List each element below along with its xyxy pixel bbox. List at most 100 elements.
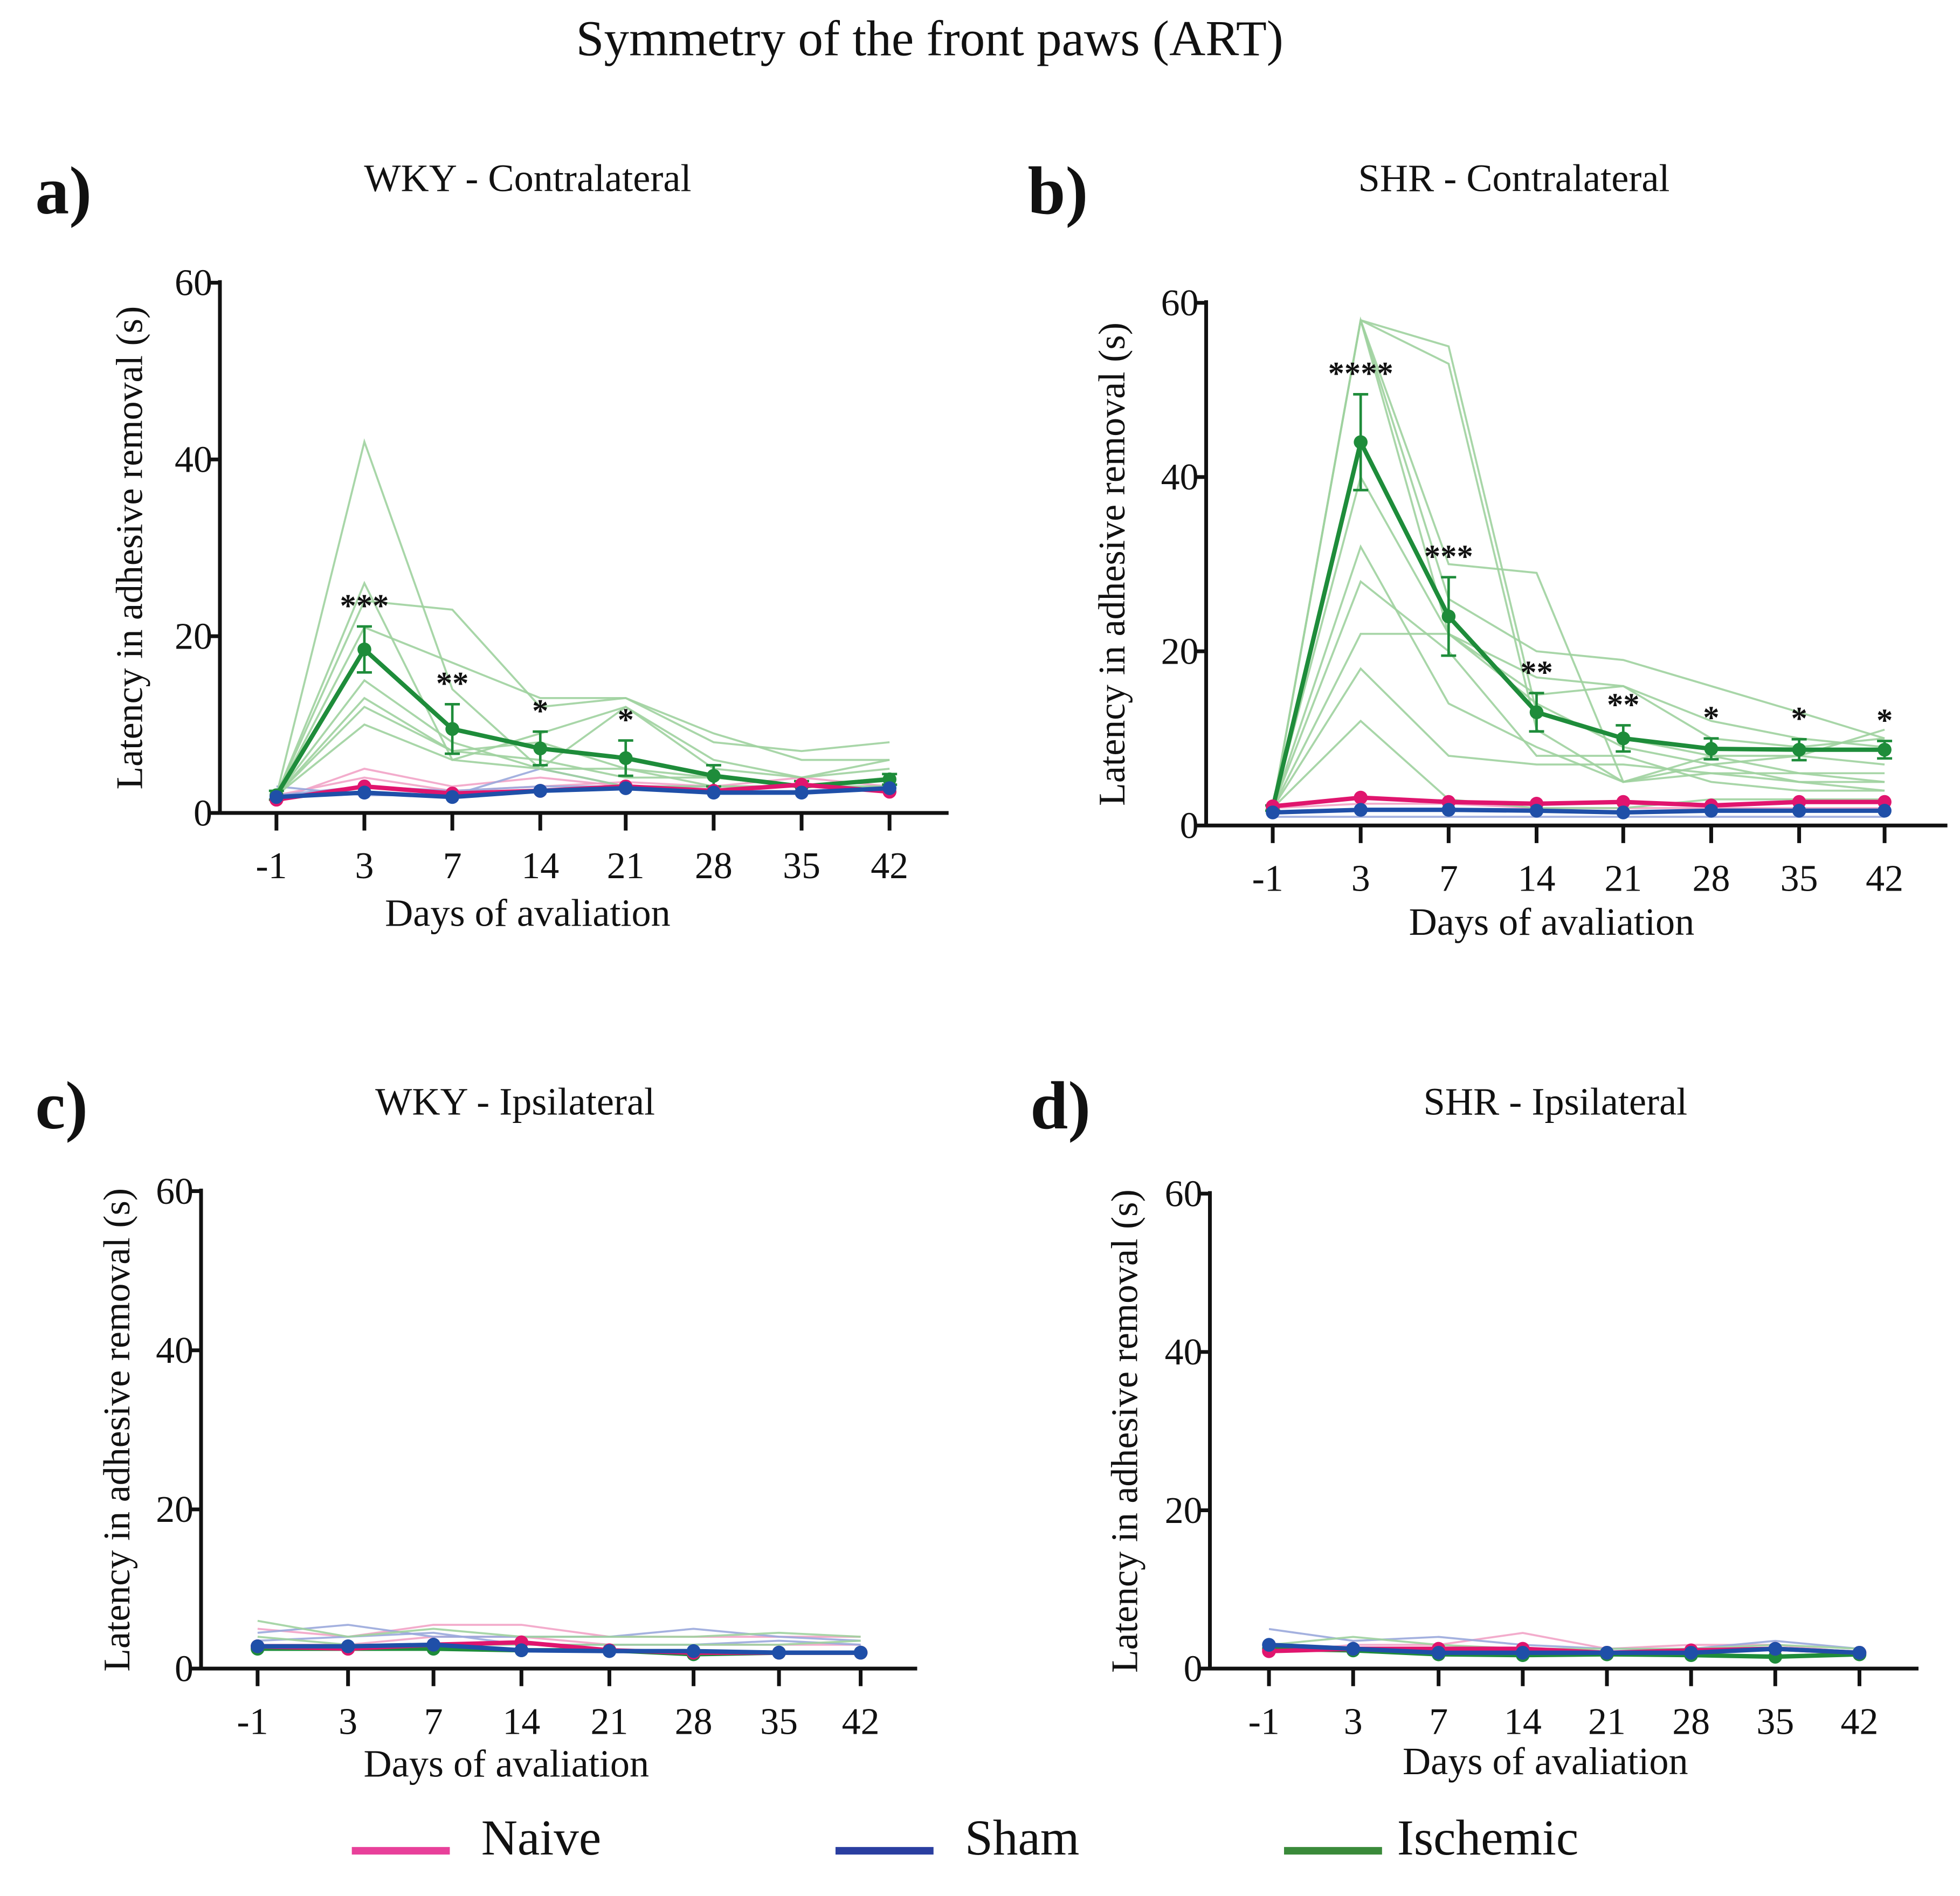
y-tick-label: 40: [156, 1330, 194, 1371]
ischemic-mean-point: [1616, 731, 1631, 746]
ischemic-individual-line: [275, 599, 890, 796]
ischemic-individual-line: [1272, 580, 1885, 809]
x-axis-label: Days of avaliation: [385, 892, 671, 935]
y-tick-label: 60: [175, 263, 212, 304]
ischemic-mean-point: [533, 741, 548, 756]
ischemic-individual-line: [275, 581, 890, 796]
sham-mean-line: [276, 785, 890, 799]
sham-mean-point: [1441, 803, 1456, 817]
sham-mean-point: [1354, 803, 1368, 817]
legend-label-naive: Naive: [481, 1810, 602, 1866]
legend: Naive Sham Ischemic: [351, 1810, 1578, 1866]
x-tick-label: 42: [842, 1701, 880, 1742]
sham-mean-point: [1768, 1642, 1783, 1656]
x-tick-label: 14: [1518, 858, 1556, 899]
significance-marker: *: [1791, 701, 1807, 737]
x-tick-label: 21: [1588, 1701, 1626, 1742]
significance-marker: ***: [1424, 539, 1473, 575]
panel-c: c) WKY - Ipsilateral Latency in adhesive r…: [35, 1068, 917, 1785]
sham-mean-point: [1529, 803, 1544, 818]
sham-mean-point: [357, 785, 371, 800]
panel-title: WKY - Contralateral: [364, 156, 691, 199]
sham-mean-point: [1616, 805, 1631, 819]
y-tick-label: 0: [1180, 805, 1199, 847]
sham-mean-line: [1272, 808, 1885, 815]
y-axis-label: Latency in adhesive removal (s): [109, 306, 150, 790]
panel-b: b) SHR - Contralateral Latency in adhesive…: [1028, 154, 1948, 943]
sham-mean-point: [1852, 1645, 1867, 1660]
significance-marker: **: [1607, 687, 1640, 723]
y-tick-label: 60: [1161, 282, 1199, 324]
sham-mean-point: [269, 790, 284, 804]
x-tick-label: 3: [1344, 1701, 1363, 1742]
x-tick-label: 35: [760, 1701, 798, 1742]
x-tick-label: 21: [590, 1701, 628, 1742]
ischemic-mean-point: [357, 642, 371, 657]
sham-mean-point: [426, 1638, 440, 1652]
ischemic-individual-line: [1272, 316, 1885, 809]
x-tick-label: -1: [1252, 858, 1283, 899]
x-tick-label: 7: [1429, 1701, 1448, 1742]
significance-marker: **: [436, 666, 469, 702]
x-tick-label: -1: [237, 1701, 268, 1742]
significance-marker: ***: [340, 588, 389, 624]
y-tick-label: 20: [156, 1489, 194, 1530]
ischemic-individual-line: [1272, 320, 1885, 809]
significance-marker: *: [618, 702, 634, 738]
sham-mean-point: [853, 1645, 868, 1660]
sham-mean-point: [1262, 1638, 1276, 1652]
x-tick-label: 3: [339, 1701, 357, 1742]
sham-mean-point: [1878, 803, 1892, 818]
naive-individual-line: [276, 768, 890, 801]
x-tick-label: 7: [424, 1701, 443, 1742]
panel-label: a): [35, 154, 92, 229]
y-tick-label: 20: [1165, 1490, 1203, 1532]
y-axis-label: Latency in adhesive removal (s): [1092, 322, 1133, 806]
sham-mean-point: [251, 1639, 265, 1653]
ischemic-mean-point: [1878, 742, 1892, 757]
ischemic-individual-line: [1272, 667, 1885, 809]
x-tick-label: 42: [871, 845, 908, 887]
x-tick-label: 14: [1504, 1701, 1542, 1742]
significance-marker: ****: [1328, 356, 1393, 392]
y-tick-label: 60: [1165, 1173, 1203, 1215]
sham-individual-line: [1268, 1628, 1860, 1650]
x-tick-label: 7: [443, 845, 462, 887]
ischemic-mean-point: [1529, 705, 1544, 720]
ischemic-individual-line: [257, 1619, 861, 1638]
sham-mean-point: [445, 790, 459, 804]
y-tick-label: 40: [1165, 1332, 1203, 1373]
panel-title: SHR - Ipsilateral: [1424, 1080, 1688, 1123]
significance-marker: *: [1876, 702, 1893, 739]
ischemic-individual-line: [1272, 544, 1885, 809]
ischemic-individual-line: [275, 679, 890, 796]
ischemic-mean-point: [1441, 609, 1456, 624]
naive-mean-point: [1616, 795, 1631, 809]
sham-mean-point: [1266, 805, 1280, 819]
x-tick-label: 14: [521, 845, 559, 887]
sham-mean-point: [1346, 1642, 1361, 1656]
x-tick-label: 42: [1866, 858, 1903, 899]
x-tick-label: 35: [783, 845, 820, 887]
sham-mean-point: [533, 784, 548, 798]
y-tick-label: 0: [194, 792, 212, 834]
sham-mean-point: [1431, 1645, 1446, 1660]
sham-mean-point: [1684, 1645, 1698, 1660]
legend-label-sham: Sham: [965, 1810, 1079, 1866]
sham-mean-point: [686, 1644, 701, 1658]
ischemic-individual-line: [1272, 474, 1885, 809]
ischemic-individual-line: [1272, 320, 1885, 809]
legend-label-ischemic: Ischemic: [1397, 1810, 1578, 1866]
significance-marker: *: [532, 693, 548, 729]
panel-title: SHR - Contralateral: [1358, 156, 1670, 199]
x-tick-label: 28: [675, 1701, 713, 1742]
x-tick-label: 14: [502, 1701, 540, 1742]
x-tick-label: 28: [1693, 858, 1730, 899]
ischemic-mean-point: [618, 751, 633, 766]
sham-mean-point: [772, 1645, 786, 1660]
x-tick-label: 3: [355, 845, 374, 887]
sham-mean-point: [618, 781, 633, 795]
ischemic-mean-line: [1271, 436, 1885, 809]
sham-mean-point: [882, 781, 897, 795]
